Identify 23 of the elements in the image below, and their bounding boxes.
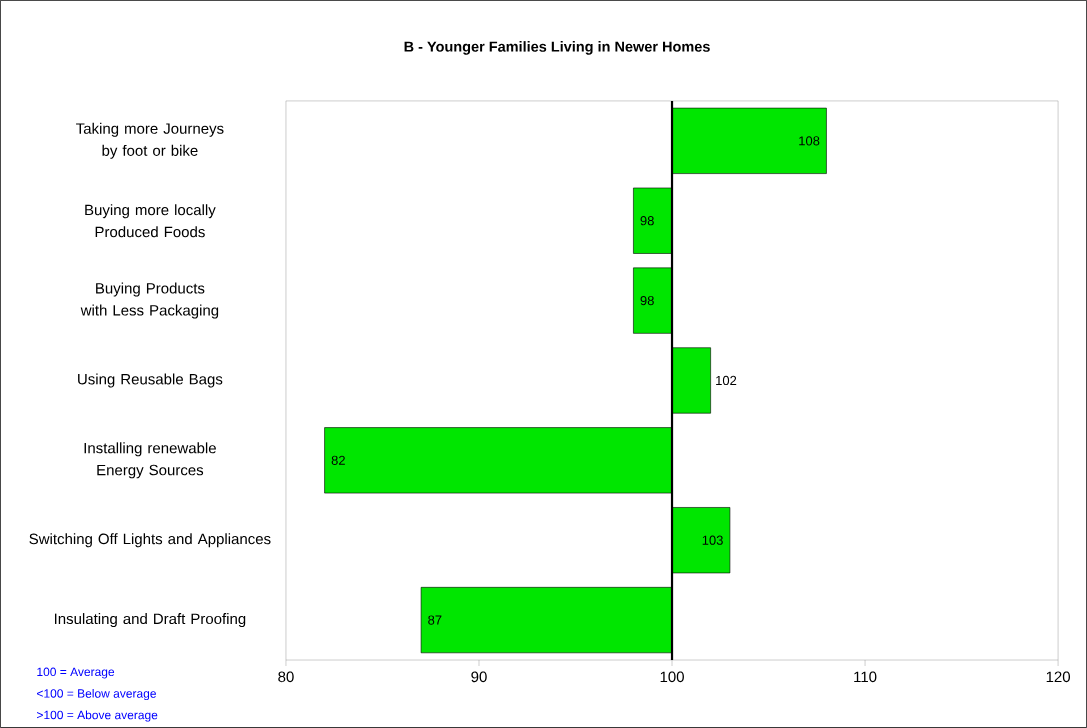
y-tick-label: Switching Off Lights and Appliances [29,533,271,548]
text: <100 = Below average [37,688,156,701]
y-tick-label: Buying Products with Less Packaging [80,282,219,319]
data-label: 102 [716,375,737,386]
data-label: 103 [702,535,723,545]
y-tick-label: Taking more Journeys by foot or bike [76,122,224,159]
y-tick-label: Buying more locally Produced Foods [85,204,216,238]
x-tick-label: 80 [278,671,294,683]
x-tick-label: 110 [854,671,877,683]
text: 100 = Average [37,667,115,679]
x-tick-label: 120 [1046,671,1071,683]
data-label: 108 [799,136,820,146]
y-tick-label: Insulating and Draft Proofing [54,613,246,628]
data-label: 87 [428,615,442,625]
data-label: 98 [640,216,654,226]
data-label: 98 [640,296,654,306]
y-tick-label: Using Reusable Bags [78,373,223,388]
text: >100 = Above average [37,710,158,722]
x-tick-label: 90 [471,671,487,683]
x-tick-label: 100 [660,671,684,683]
y-tick-label: Installing renewable Energy Sources [84,442,216,479]
data-label: 82 [331,455,345,465]
chart-title: B - Younger Families Living in Newer Homes [404,41,710,55]
